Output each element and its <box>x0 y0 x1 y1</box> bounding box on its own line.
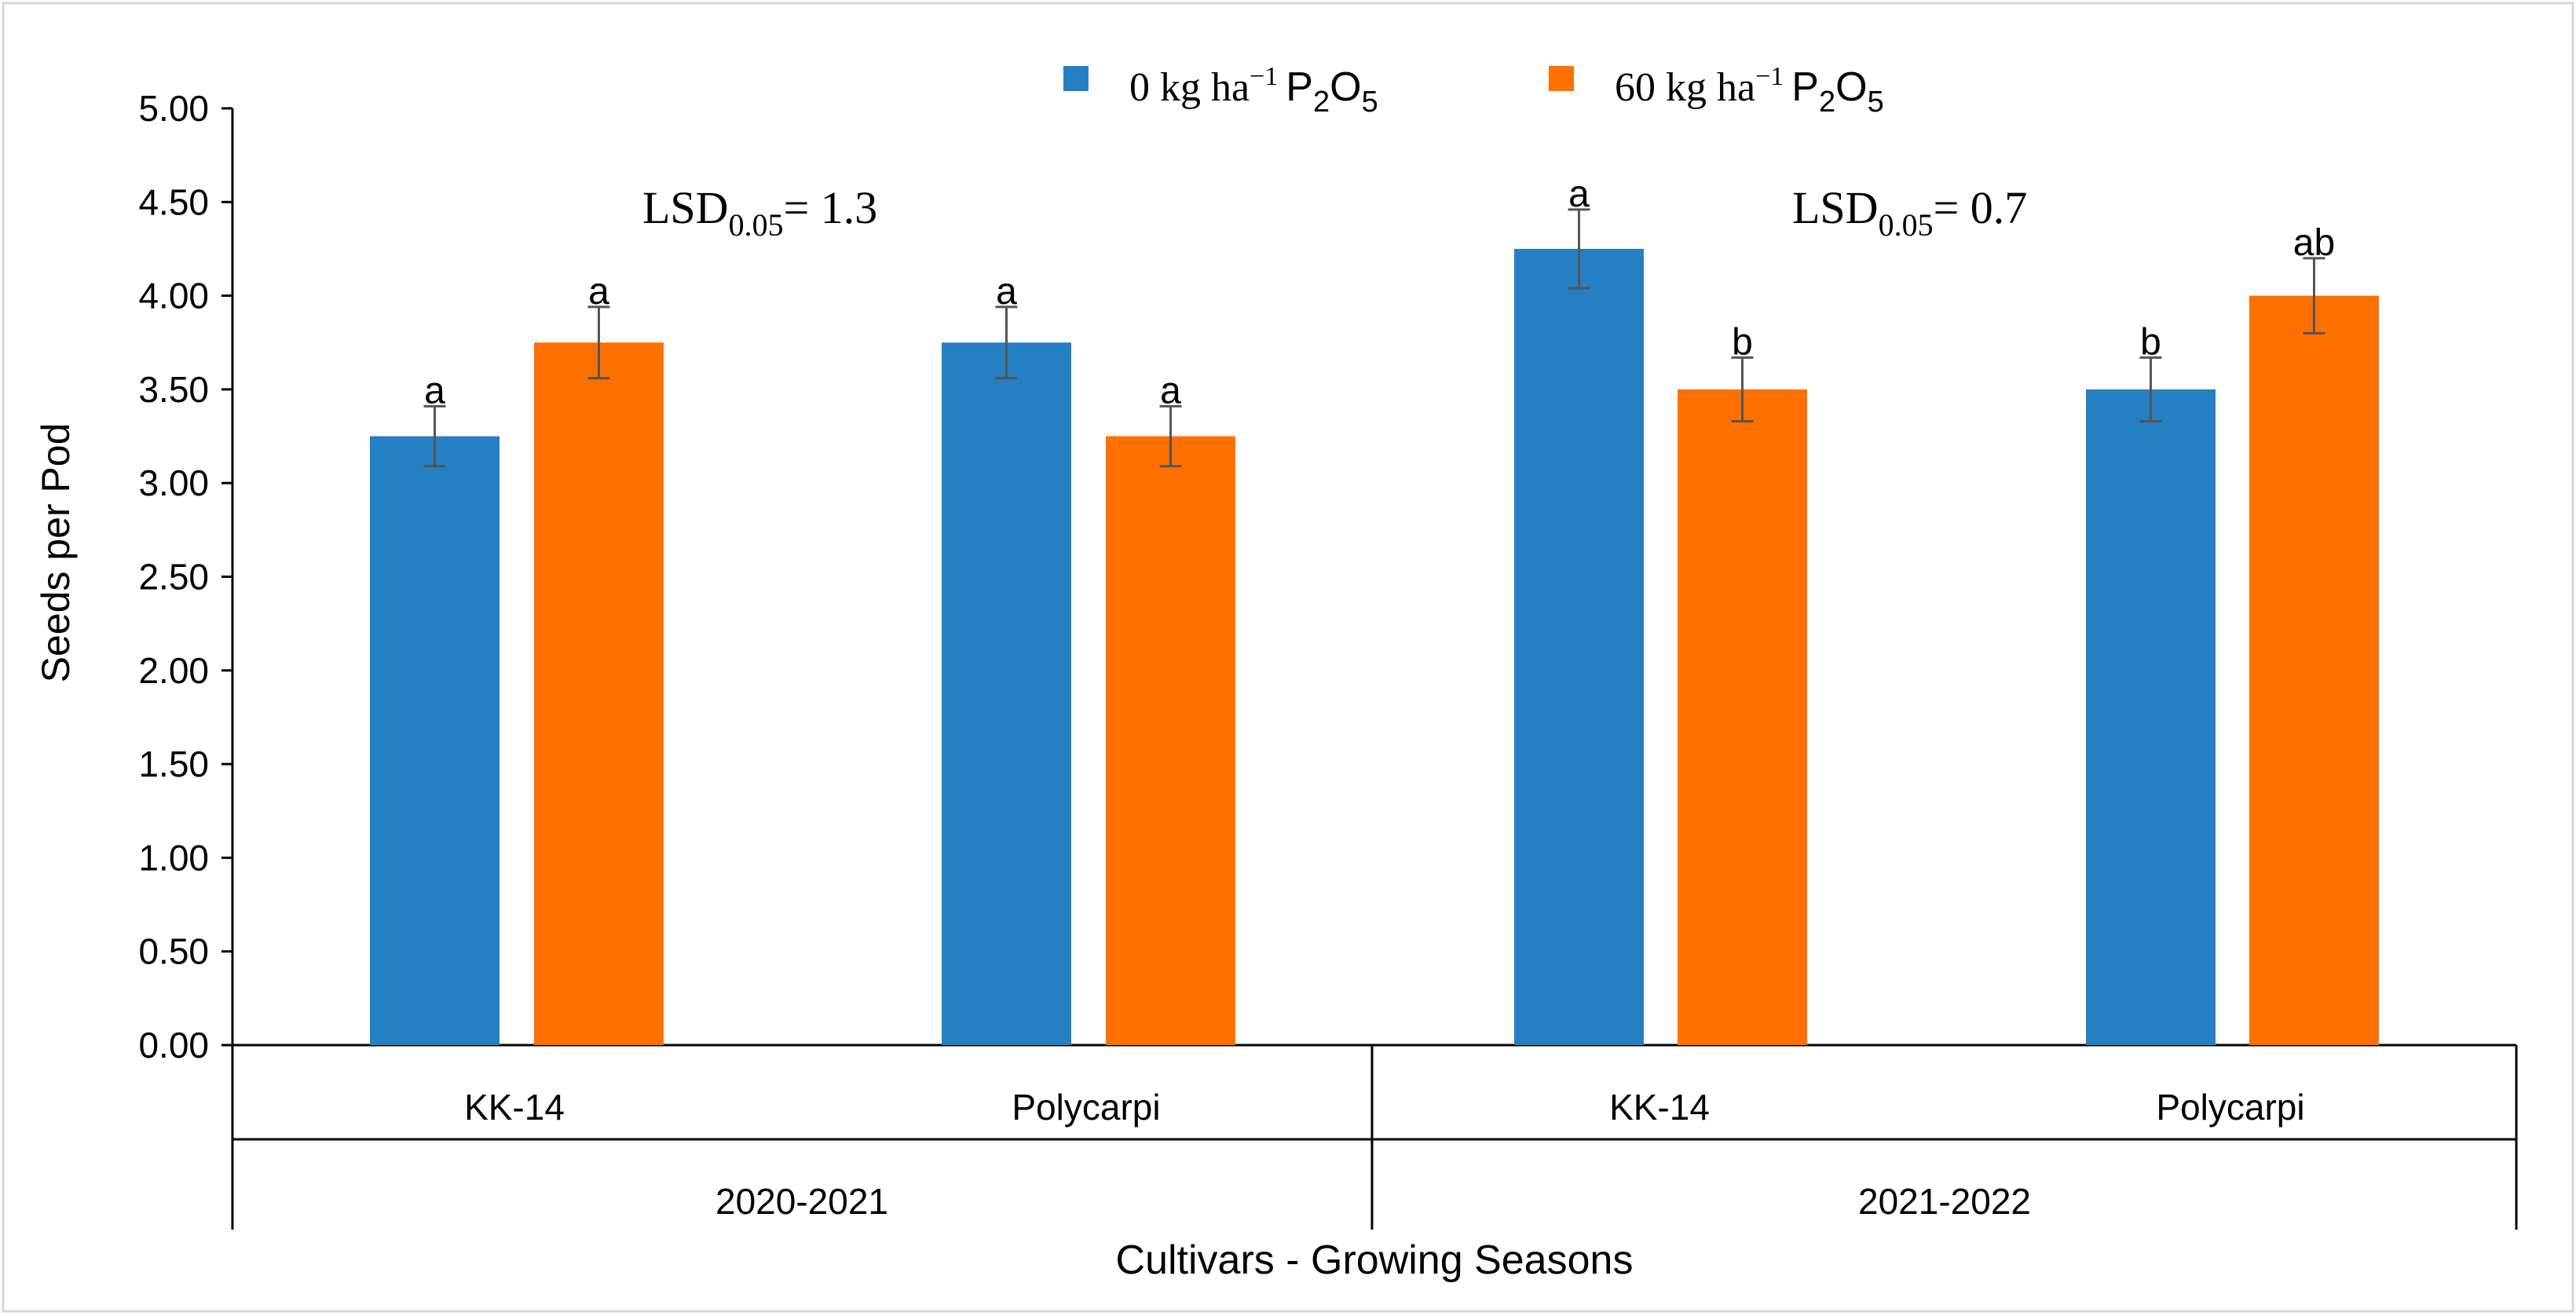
significance-letter: a <box>1160 370 1181 411</box>
legend: 0 kg ha−1 P2O5 60 kg ha−1 P2O5 <box>1063 62 1884 119</box>
significance-letter: ab <box>2293 222 2335 264</box>
bar-p0-2 <box>1514 248 1644 1045</box>
bar-p60-3 <box>2249 295 2379 1046</box>
category-label-3: Polycarpi <box>2156 1087 2304 1128</box>
category-label-1: Polycarpi <box>1012 1087 1160 1128</box>
bar-p0-3 <box>2086 389 2216 1045</box>
y-tick-label: 4.00 <box>138 276 209 316</box>
legend-label-1: 60 kg ha−1 P2O5 <box>1615 62 1884 119</box>
y-tick-label: 3.00 <box>138 462 209 503</box>
y-tick-label: 1.50 <box>138 744 209 784</box>
category-label-0: KK-14 <box>464 1087 565 1128</box>
lsd-annotation-2021-2022: LSD0.05= 0.7 <box>1792 182 2027 243</box>
lsd-annotation-2020-2021: LSD0.05= 1.3 <box>642 182 877 243</box>
y-tick-label: 0.50 <box>138 931 209 972</box>
legend-swatch-0 <box>1063 66 1089 91</box>
significance-letter: b <box>1732 321 1753 363</box>
y-tick-label: 2.50 <box>138 557 209 598</box>
legend-swatch-1 <box>1549 66 1574 91</box>
season-label-0: 2020-2021 <box>715 1181 888 1222</box>
bar-p0-1 <box>942 342 1071 1045</box>
significance-letter: a <box>1568 174 1590 215</box>
y-tick-label: 0.00 <box>138 1025 209 1066</box>
x-axis-title: Cultivars - Growing Seasons <box>1116 1237 1634 1283</box>
y-tick-label: 2.00 <box>138 650 209 691</box>
significance-letter: a <box>424 370 445 411</box>
bar-p60-2 <box>1678 389 1807 1045</box>
y-tick-label: 5.00 <box>138 88 209 129</box>
significance-letter: b <box>2140 321 2161 363</box>
category-label-2: KK-14 <box>1609 1087 1710 1128</box>
bar-p60-0 <box>534 342 664 1045</box>
significance-letter: a <box>996 271 1017 313</box>
legend-label-0: 0 kg ha−1 P2O5 <box>1129 62 1378 119</box>
y-tick-label: 4.50 <box>138 181 209 222</box>
bar-p60-1 <box>1106 436 1235 1045</box>
significance-letter: a <box>588 271 609 313</box>
bar-p0-0 <box>370 436 499 1045</box>
season-label-1: 2021-2022 <box>1858 1181 2031 1222</box>
y-tick-label: 3.50 <box>138 369 209 410</box>
y-axis-title: Seeds per Pod <box>34 423 78 683</box>
y-tick-label: 1.00 <box>138 837 209 878</box>
